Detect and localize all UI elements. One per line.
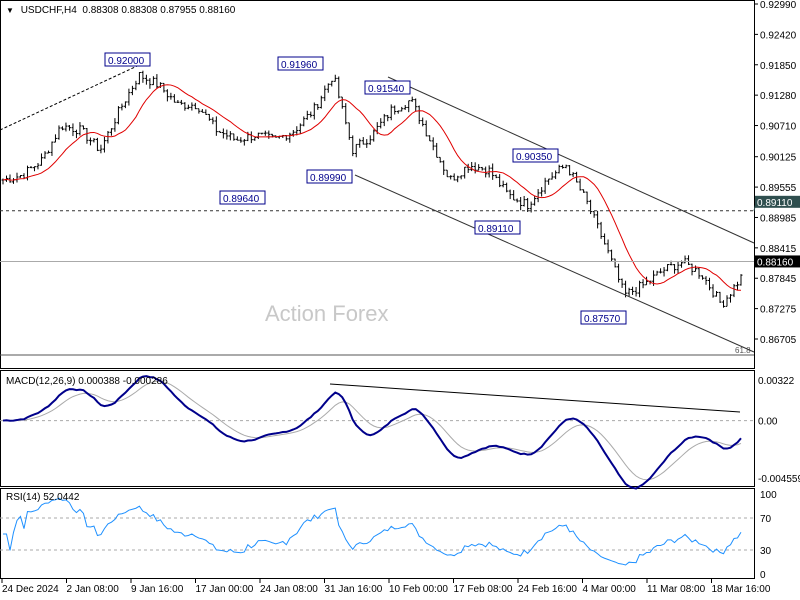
rsi-tick-label: 100 bbox=[760, 490, 777, 501]
swing-label: 0.89640 bbox=[223, 194, 260, 205]
watermark: Action Forex bbox=[265, 301, 389, 326]
macd-signal-line bbox=[2, 380, 742, 481]
price-tick-label: 0.91280 bbox=[760, 91, 797, 102]
current-price-label: 0.88160 bbox=[757, 257, 794, 268]
swing-label: 0.89990 bbox=[310, 173, 347, 184]
time-tick-label: 18 Mar 16:00 bbox=[712, 584, 771, 595]
swing-label-box bbox=[512, 148, 559, 163]
price-tick-label: 0.87275 bbox=[760, 305, 797, 316]
trendline-dashed bbox=[0, 59, 151, 131]
current-price-tag bbox=[755, 255, 800, 268]
channel-upper bbox=[387, 76, 755, 244]
time-tick-label: 11 Mar 08:00 bbox=[647, 584, 706, 595]
swing-label-box bbox=[580, 310, 627, 325]
fib-label: 61.8 bbox=[735, 346, 751, 355]
price-tick-label: 0.89555 bbox=[760, 183, 797, 194]
channel-lower bbox=[354, 174, 755, 353]
time-tick-label: 24 Jan 08:00 bbox=[260, 584, 318, 595]
price-tick-label: 0.86705 bbox=[760, 335, 797, 346]
macd-trendline bbox=[329, 383, 741, 413]
time-tick-label: 17 Feb 08:00 bbox=[454, 584, 513, 595]
price-tick-label: 0.92420 bbox=[760, 30, 797, 41]
swing-label-box bbox=[104, 52, 151, 67]
swing-label-box bbox=[306, 169, 353, 184]
swing-label-box bbox=[277, 56, 324, 71]
macd-tick-label: 0.00322 bbox=[758, 376, 795, 387]
price-tick-label: 0.90125 bbox=[760, 153, 797, 164]
swing-label: 0.87570 bbox=[584, 314, 621, 325]
rsi-tick-label: 70 bbox=[760, 514, 772, 525]
macd-panel-frame bbox=[0, 370, 755, 487]
time-tick-label: 4 Mar 00:00 bbox=[583, 584, 637, 595]
rsi-tick-label: 30 bbox=[760, 546, 772, 557]
price-tick-label: 0.88985 bbox=[760, 213, 797, 224]
main-panel-frame bbox=[0, 0, 755, 369]
symbol-label: USDCHF,H4 bbox=[20, 5, 77, 16]
price-tick-label: 0.92990 bbox=[760, 0, 797, 11]
close-value: 0.88160 bbox=[199, 5, 236, 16]
dropdown-triangle-icon[interactable]: ▼ bbox=[6, 6, 14, 15]
time-tick-label: 9 Jan 16:00 bbox=[131, 584, 184, 595]
rsi-panel-frame bbox=[0, 488, 755, 579]
price-tick-label: 0.88415 bbox=[760, 244, 797, 255]
time-tick-label: 17 Jan 00:00 bbox=[196, 584, 254, 595]
swing-label: 0.92000 bbox=[108, 56, 145, 67]
macd-label: MACD(12,26,9) 0.000388 -0.000286 bbox=[6, 376, 168, 387]
price-tick-label: 0.87845 bbox=[760, 274, 797, 285]
time-tick-label: 24 Feb 16:00 bbox=[518, 584, 577, 595]
macd-tick-label: 0.00 bbox=[758, 417, 778, 428]
swing-label: 0.89110 bbox=[478, 224, 514, 235]
time-tick-label: 31 Jan 16:00 bbox=[325, 584, 383, 595]
low-value: 0.87955 bbox=[160, 5, 197, 16]
resistance-price-tag bbox=[755, 195, 800, 208]
resistance-price-label: 0.89110 bbox=[757, 198, 793, 209]
swing-label: 0.91960 bbox=[281, 60, 318, 71]
chart-header: ▼ USDCHF,H4 0.88308 0.88308 0.87955 0.88… bbox=[6, 5, 235, 16]
open-value: 0.88308 bbox=[82, 5, 119, 16]
moving-average-line bbox=[2, 84, 742, 291]
swing-label-box bbox=[474, 220, 521, 235]
time-tick-label: 10 Feb 00:00 bbox=[389, 584, 448, 595]
swing-label-box bbox=[219, 190, 266, 205]
rsi-tick-label: 0 bbox=[760, 570, 766, 581]
time-tick-label: 24 Dec 2024 bbox=[2, 584, 59, 595]
macd-tick-label: -0.004559 bbox=[758, 474, 800, 485]
rsi-line bbox=[3, 497, 742, 566]
macd-main-line bbox=[2, 375, 742, 490]
high-value: 0.88308 bbox=[121, 5, 158, 16]
price-tick-label: 0.90710 bbox=[760, 122, 797, 133]
rsi-label: RSI(14) 52.0442 bbox=[6, 492, 80, 503]
swing-label-box bbox=[364, 80, 411, 95]
price-tick-label: 0.91850 bbox=[760, 61, 797, 72]
swing-label: 0.91540 bbox=[368, 84, 405, 95]
time-tick-label: 2 Jan 08:00 bbox=[67, 584, 120, 595]
swing-label: 0.90350 bbox=[516, 152, 553, 163]
